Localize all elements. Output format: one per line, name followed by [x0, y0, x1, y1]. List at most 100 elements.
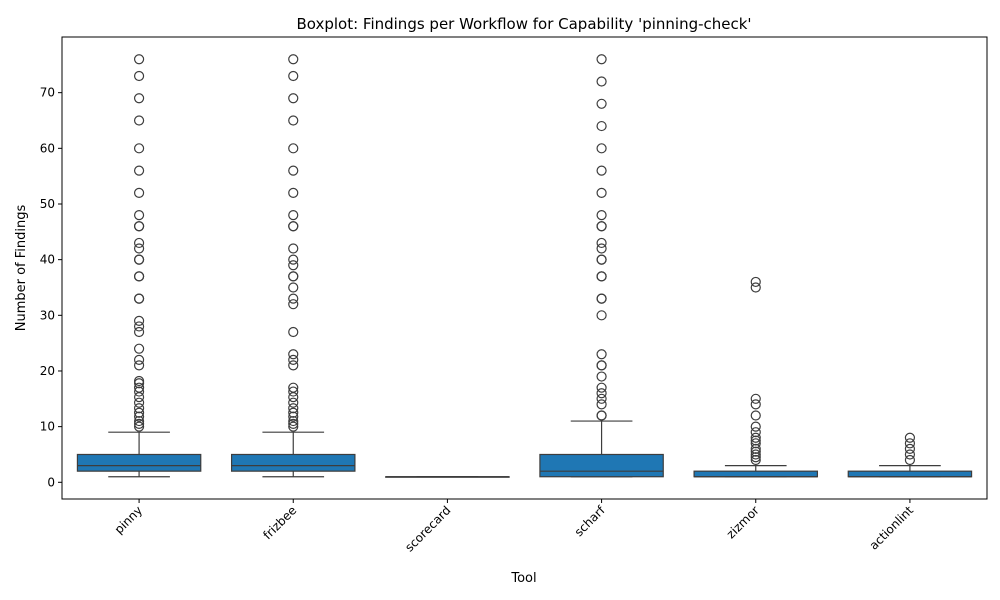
box-group-frizbee [230, 54, 356, 478]
outlier-point [288, 187, 299, 198]
outlier-point [288, 354, 299, 365]
outlier-point [133, 70, 145, 82]
outlier-point [288, 386, 299, 397]
outlier-point [750, 427, 761, 438]
y-tick-label: 0 [47, 475, 55, 489]
y-axis: 0 10 20 30 40 50 60 70 [40, 86, 62, 489]
outlier-point [288, 243, 299, 254]
outlier-point [750, 410, 761, 421]
outlier-point [904, 438, 916, 449]
outlier-point [904, 432, 916, 443]
outlier-point [596, 243, 607, 254]
outlier-point [596, 360, 607, 371]
chart-title: Boxplot: Findings per Workflow for Capab… [296, 15, 751, 33]
outlier-point [750, 399, 761, 410]
outlier-point [596, 120, 607, 132]
outlier-point [133, 115, 145, 126]
iqr-box [539, 453, 664, 478]
outlier-point [750, 438, 761, 449]
outlier-point [596, 393, 607, 404]
outlier-point [133, 343, 145, 354]
outlier-point [133, 407, 145, 418]
outlier-point [133, 271, 145, 282]
outlier-point [133, 354, 145, 365]
outlier-point [596, 76, 607, 87]
outlier-point [133, 93, 145, 104]
outlier-point [750, 421, 761, 432]
outlier-point [596, 388, 607, 399]
outlier-point [288, 349, 299, 360]
outlier-point [288, 271, 299, 282]
outlier-point [750, 449, 761, 460]
outlier-point [288, 326, 299, 338]
outlier-point [133, 411, 145, 422]
outlier-point [288, 282, 299, 293]
iqr-box [693, 470, 819, 478]
outlier-point [288, 418, 299, 429]
outlier-point [133, 382, 145, 393]
outlier-point [904, 454, 916, 466]
y-tick-label: 50 [40, 197, 55, 211]
outlier-point [288, 54, 299, 65]
outlier-point [288, 382, 299, 393]
iqr-box [230, 453, 356, 472]
outlier-point [904, 443, 916, 455]
outlier-point [133, 321, 145, 332]
outlier-point [133, 54, 145, 65]
outlier-point [133, 315, 145, 326]
outlier-point [288, 260, 299, 271]
outlier-point [288, 293, 299, 304]
y-tick-label: 10 [40, 420, 55, 434]
outlier-point [596, 310, 607, 321]
outlier-point [596, 98, 607, 109]
outlier-point [133, 210, 145, 221]
outlier-point [133, 143, 145, 154]
outlier-point [288, 93, 299, 104]
outlier-point [750, 435, 761, 446]
outlier-point [288, 115, 299, 126]
outlier-point [288, 421, 299, 432]
outlier-point [596, 165, 607, 176]
y-axis-label: Number of Findings [14, 205, 29, 332]
outlier-point [596, 187, 607, 198]
outlier-point [750, 393, 761, 404]
box-group-pinny [76, 54, 202, 478]
outlier-point [288, 165, 299, 176]
y-tick-label: 20 [40, 364, 55, 378]
box-group-scorecard [385, 476, 510, 478]
outlier-point [596, 293, 607, 304]
outlier-point [596, 371, 607, 382]
outlier-point [133, 221, 145, 232]
outlier-point [596, 221, 607, 232]
outlier-point [288, 403, 299, 414]
outlier-point [133, 403, 145, 414]
outlier-point [750, 443, 761, 455]
outlier-point [288, 411, 299, 422]
outlier-point [904, 449, 916, 460]
outlier-point [133, 418, 145, 429]
outlier-point [288, 221, 299, 232]
outlier-point [288, 415, 299, 427]
outlier-point [596, 237, 607, 249]
outlier-point [596, 349, 607, 360]
outlier-point [596, 399, 607, 410]
outlier-point [133, 397, 145, 408]
outlier-point [596, 382, 607, 393]
outlier-point [133, 326, 145, 338]
box-group-scharf [539, 54, 664, 478]
iqr-box [847, 470, 973, 478]
plot-area [76, 54, 973, 478]
box-group-actionlint [847, 432, 973, 478]
outlier-point [133, 237, 145, 249]
y-tick-label: 30 [40, 308, 55, 322]
y-tick-label: 60 [40, 141, 55, 155]
outlier-point [750, 454, 761, 466]
outlier-point [133, 187, 145, 198]
outlier-point [288, 407, 299, 418]
outlier-point [750, 452, 761, 463]
outlier-point [133, 421, 145, 432]
outlier-point [596, 410, 607, 421]
x-axis-label: Tool [510, 571, 536, 586]
outlier-point [596, 210, 607, 221]
